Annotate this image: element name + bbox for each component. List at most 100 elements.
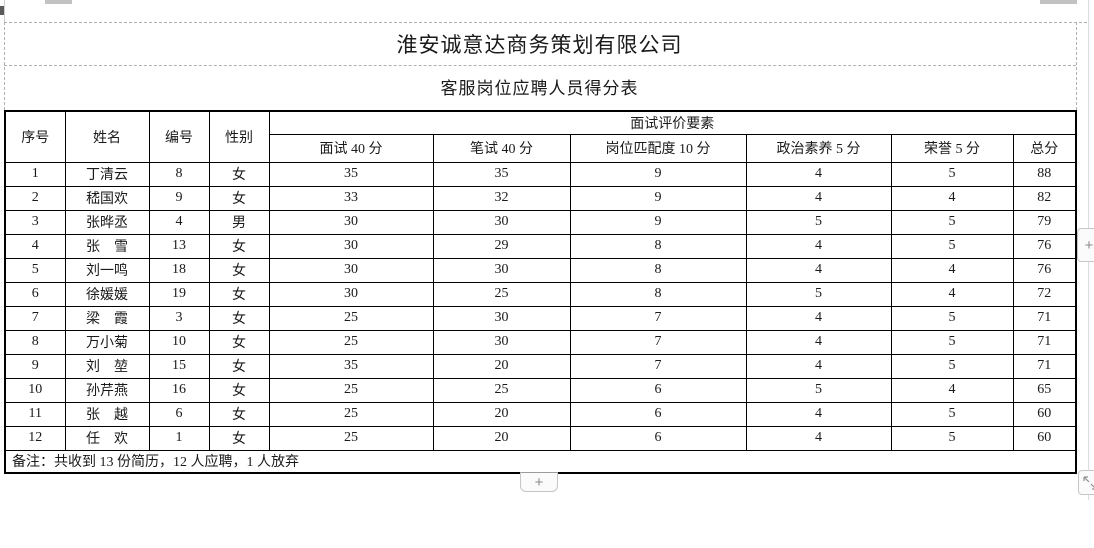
col-header-job-match[interactable]: 岗位匹配度 10 分 [569,133,747,163]
table-cell[interactable]: 刘 堃 [64,353,150,379]
table-cell[interactable]: 5 [890,401,1014,427]
table-cell[interactable]: 6 [148,401,210,427]
table-cell[interactable]: 梁 霞 [64,305,150,331]
table-cell[interactable]: 任 欢 [64,425,150,451]
table-cell[interactable]: 5 [890,233,1014,259]
table-cell[interactable]: 5 [890,329,1014,355]
table-cell[interactable]: 3 [4,209,66,235]
table-cell[interactable]: 7 [569,329,747,355]
table-cell[interactable]: 女 [208,329,270,355]
table-cell[interactable]: 15 [148,353,210,379]
col-header-number[interactable]: 编号 [148,110,210,163]
table-cell[interactable]: 4 [890,257,1014,283]
col-header-written[interactable]: 笔试 40 分 [432,133,571,163]
table-cell[interactable]: 12 [4,425,66,451]
table-cell[interactable]: 4 [4,233,66,259]
table-cell[interactable]: 76 [1012,257,1077,283]
table-cell[interactable]: 女 [208,401,270,427]
add-column-button[interactable]: + [1077,228,1094,262]
table-cell[interactable]: 29 [432,233,571,259]
table-cell[interactable]: 4 [890,185,1014,211]
table-cell[interactable]: 4 [745,257,892,283]
table-cell[interactable]: 30 [432,305,571,331]
table-cell[interactable]: 4 [745,401,892,427]
table-cell[interactable]: 女 [208,425,270,451]
table-cell[interactable]: 女 [208,377,270,403]
table-cell[interactable]: 71 [1012,329,1077,355]
col-header-interview[interactable]: 面试 40 分 [268,133,434,163]
col-header-gender[interactable]: 性别 [208,110,270,163]
table-cell[interactable]: 35 [432,161,571,187]
table-cell[interactable]: 女 [208,185,270,211]
table-cell[interactable]: 82 [1012,185,1077,211]
table-cell[interactable]: 76 [1012,233,1077,259]
table-cell[interactable]: 20 [432,425,571,451]
table-cell[interactable]: 4 [745,233,892,259]
table-cell[interactable]: 25 [268,329,434,355]
table-cell[interactable]: 71 [1012,353,1077,379]
table-cell[interactable]: 1 [148,425,210,451]
table-cell[interactable]: 4 [890,281,1014,307]
table-cell[interactable]: 88 [1012,161,1077,187]
table-cell[interactable]: 女 [208,161,270,187]
table-cell[interactable]: 79 [1012,209,1077,235]
table-cell[interactable]: 5 [890,353,1014,379]
table-cell[interactable]: 11 [4,401,66,427]
table-cell[interactable]: 60 [1012,401,1077,427]
table-cell[interactable]: 8 [569,257,747,283]
table-cell[interactable]: 7 [4,305,66,331]
table-cell[interactable]: 20 [432,353,571,379]
col-header-honor[interactable]: 荣誉 5 分 [890,133,1014,163]
table-cell[interactable]: 16 [148,377,210,403]
table-cell[interactable]: 30 [432,329,571,355]
table-cell[interactable]: 30 [432,257,571,283]
table-cell[interactable]: 8 [569,233,747,259]
table-cell[interactable]: 4 [745,161,892,187]
table-cell[interactable]: 4 [745,425,892,451]
col-header-evaluation-group[interactable]: 面试评价要素 [268,110,1077,135]
table-cell[interactable]: 65 [1012,377,1077,403]
table-cell[interactable]: 5 [890,305,1014,331]
table-cell[interactable]: 25 [268,377,434,403]
table-cell[interactable]: 5 [745,281,892,307]
add-row-button[interactable]: + [520,472,558,492]
table-cell[interactable]: 25 [268,425,434,451]
table-cell[interactable]: 男 [208,209,270,235]
table-cell[interactable]: 2 [4,185,66,211]
table-cell[interactable]: 8 [569,281,747,307]
table-cell[interactable]: 30 [268,281,434,307]
table-cell[interactable]: 60 [1012,425,1077,451]
table-cell[interactable]: 25 [432,281,571,307]
table-cell[interactable]: 19 [148,281,210,307]
table-cell[interactable]: 5 [4,257,66,283]
table-cell[interactable]: 25 [432,377,571,403]
table-cell[interactable]: 9 [569,209,747,235]
col-header-political[interactable]: 政治素养 5 分 [745,133,892,163]
company-title[interactable]: 淮安诚意达商务策划有限公司 [396,32,683,57]
table-cell[interactable]: 张晔丞 [64,209,150,235]
table-cell[interactable]: 8 [4,329,66,355]
table-cell[interactable]: 30 [268,209,434,235]
table-cell[interactable]: 33 [268,185,434,211]
table-cell[interactable]: 6 [4,281,66,307]
table-cell[interactable]: 5 [745,209,892,235]
table-cell[interactable]: 5 [890,425,1014,451]
table-cell[interactable]: 1 [4,161,66,187]
table-cell[interactable]: 72 [1012,281,1077,307]
table-resize-handle[interactable] [1078,470,1094,495]
table-cell[interactable]: 6 [569,425,747,451]
table-cell[interactable]: 5 [745,377,892,403]
table-cell[interactable]: 35 [268,353,434,379]
table-cell[interactable]: 6 [569,377,747,403]
table-move-handle-icon[interactable] [0,6,4,15]
table-cell[interactable]: 丁清云 [64,161,150,187]
table-cell[interactable]: 嵇国欢 [64,185,150,211]
table-cell[interactable]: 9 [569,185,747,211]
table-cell[interactable]: 女 [208,305,270,331]
table-cell[interactable]: 71 [1012,305,1077,331]
table-cell[interactable]: 5 [890,209,1014,235]
table-cell[interactable]: 4 [745,305,892,331]
table-cell[interactable]: 18 [148,257,210,283]
table-cell[interactable]: 4 [745,353,892,379]
table-cell[interactable]: 7 [569,353,747,379]
